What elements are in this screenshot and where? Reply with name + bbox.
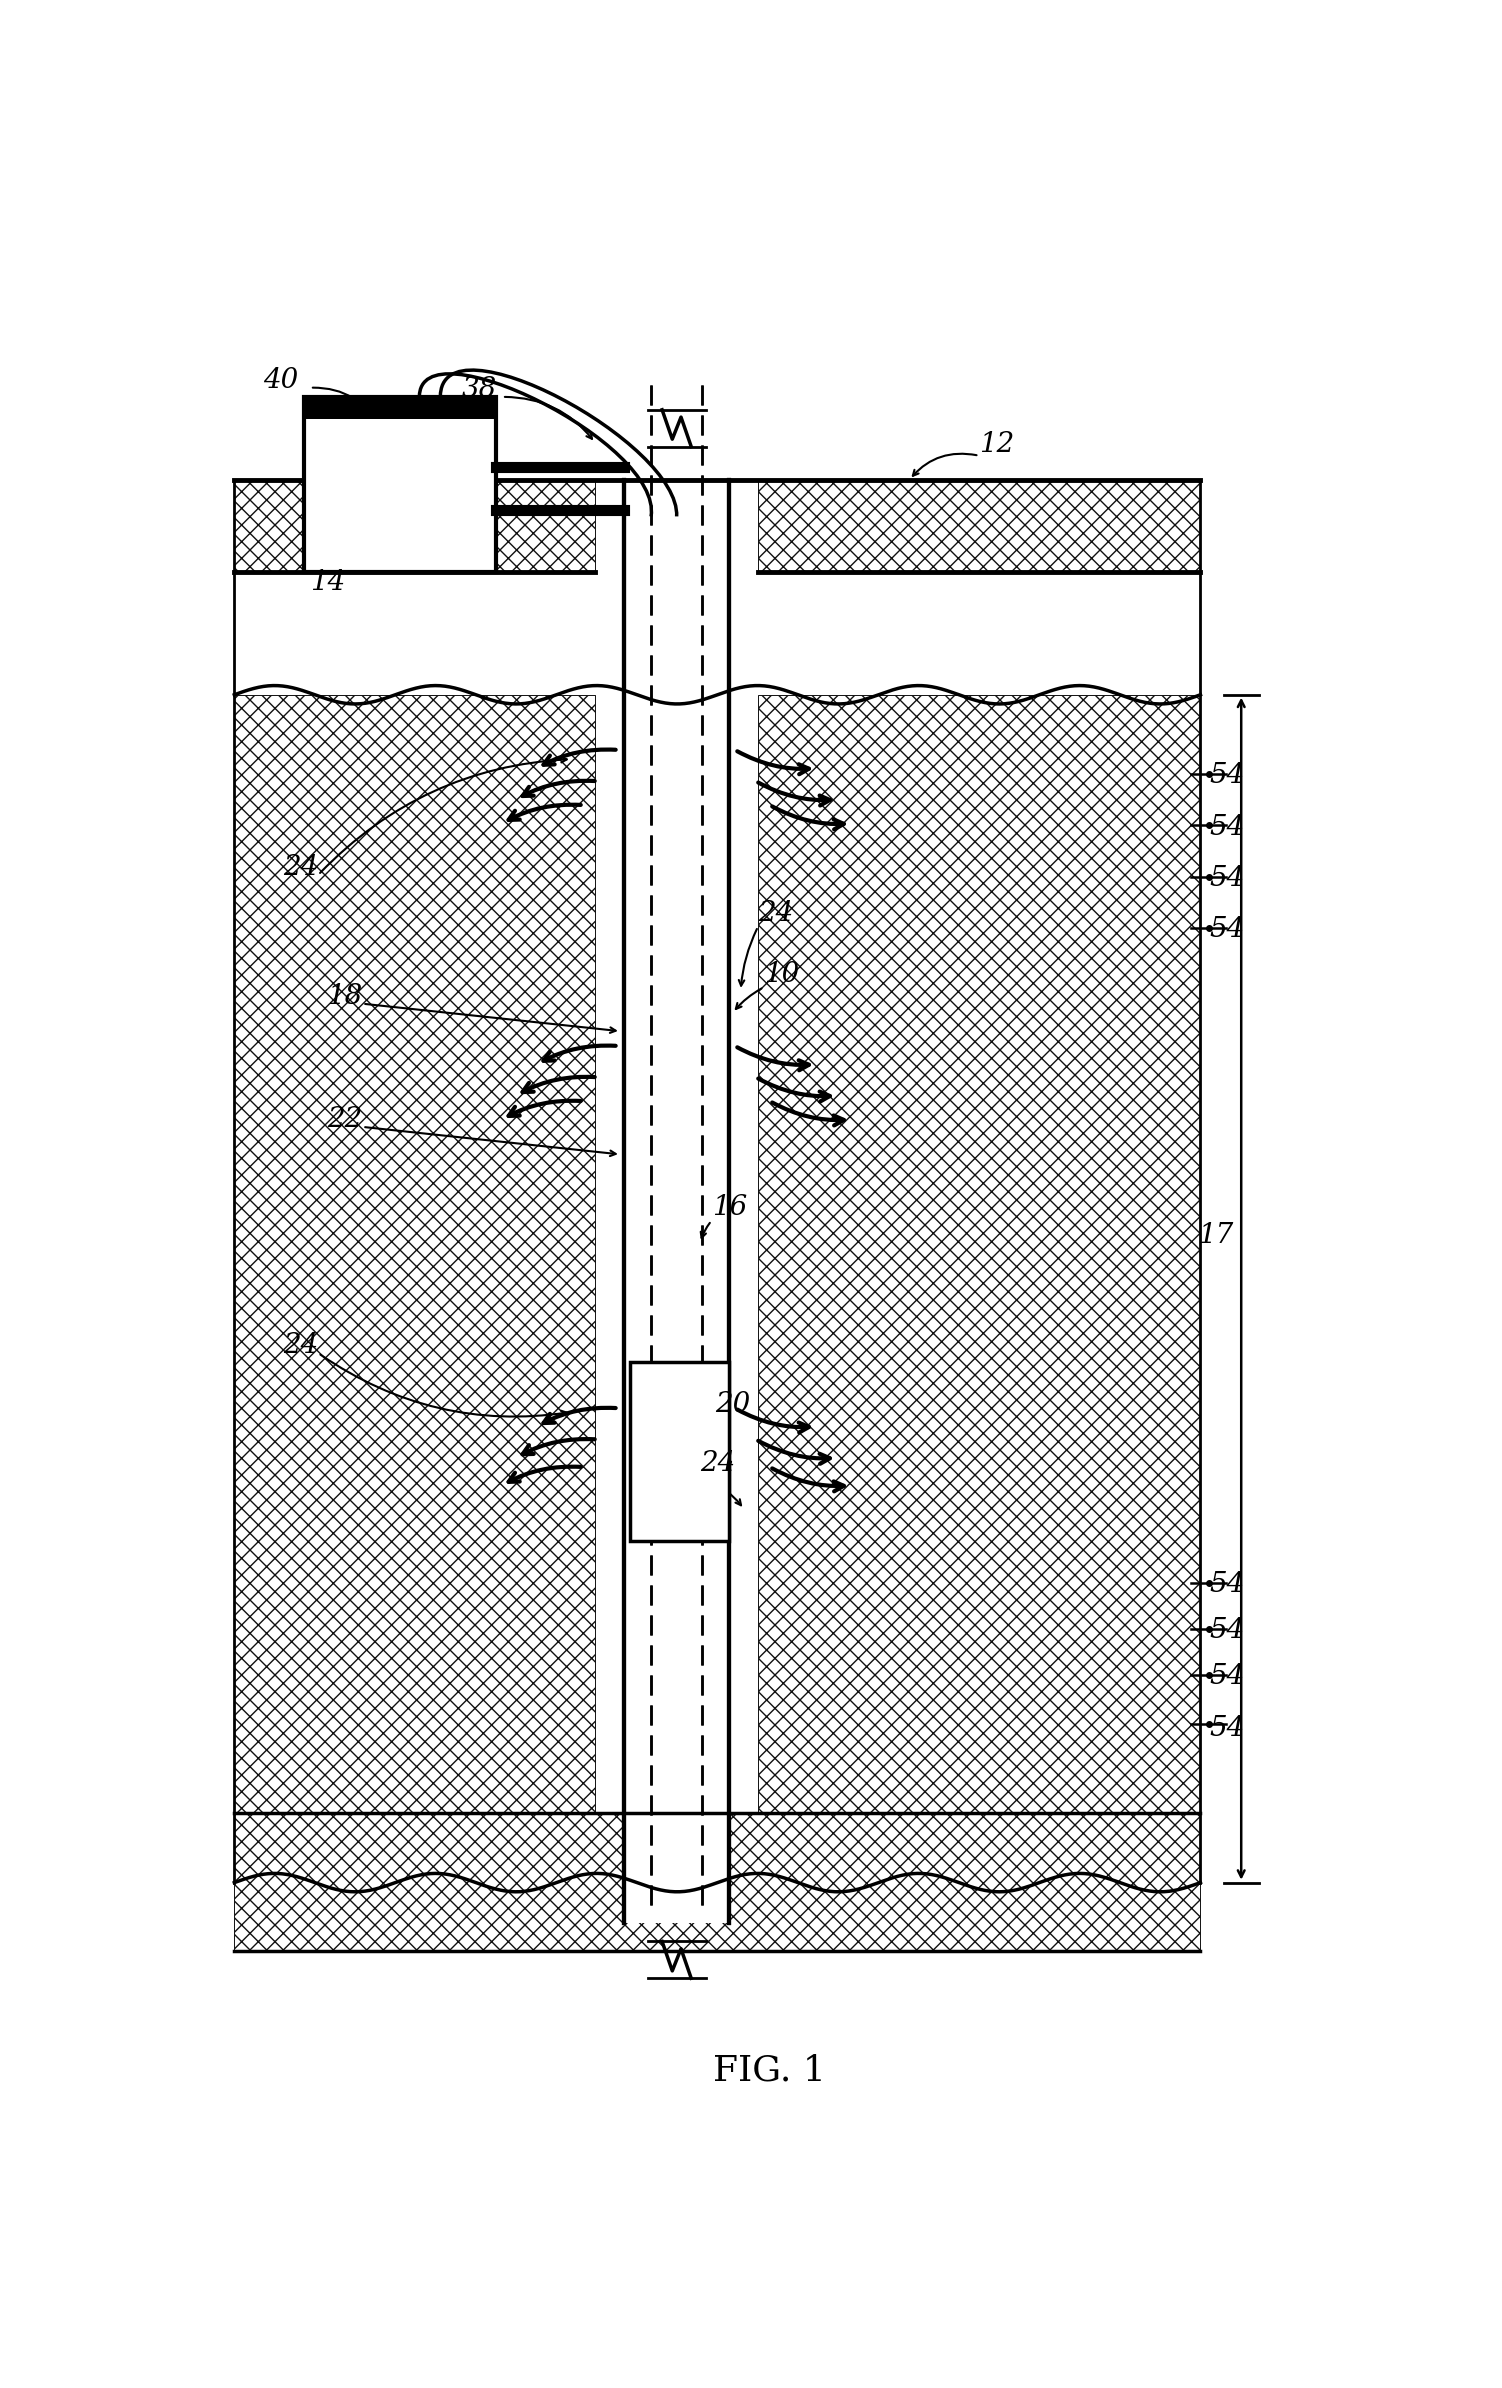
Text: 54: 54: [1209, 814, 1245, 841]
Text: 24: 24: [700, 1450, 734, 1476]
Bar: [759, 480, 1200, 571]
Text: 54: 54: [1209, 762, 1245, 788]
Text: 40: 40: [263, 368, 299, 394]
Bar: [234, 480, 595, 571]
Text: 14: 14: [309, 568, 345, 597]
Text: 17: 17: [1199, 1223, 1233, 1249]
Text: 54: 54: [1209, 1571, 1245, 1598]
Text: 22: 22: [327, 1106, 362, 1132]
Text: 54: 54: [1209, 864, 1245, 893]
Text: 24: 24: [284, 855, 318, 881]
Text: 54: 54: [1209, 1715, 1245, 1741]
Text: 24: 24: [759, 900, 793, 927]
Text: 54: 54: [1209, 917, 1245, 943]
Text: 18: 18: [327, 984, 362, 1010]
Bar: [234, 1812, 1200, 1951]
Text: 54: 54: [1209, 1662, 1245, 1691]
Text: 38: 38: [461, 375, 497, 404]
Bar: [759, 695, 1200, 1882]
Bar: [234, 695, 595, 1882]
Bar: [625, 480, 728, 1922]
Text: 24: 24: [284, 1333, 318, 1359]
Bar: [631, 1361, 728, 1540]
Text: 20: 20: [715, 1390, 751, 1418]
Bar: [303, 396, 496, 418]
Bar: [303, 396, 496, 571]
Text: 16: 16: [712, 1194, 746, 1220]
Text: 10: 10: [765, 960, 799, 989]
Text: 54: 54: [1209, 1617, 1245, 1643]
Text: FIG. 1: FIG. 1: [713, 2054, 826, 2087]
Text: 12: 12: [979, 432, 1014, 458]
